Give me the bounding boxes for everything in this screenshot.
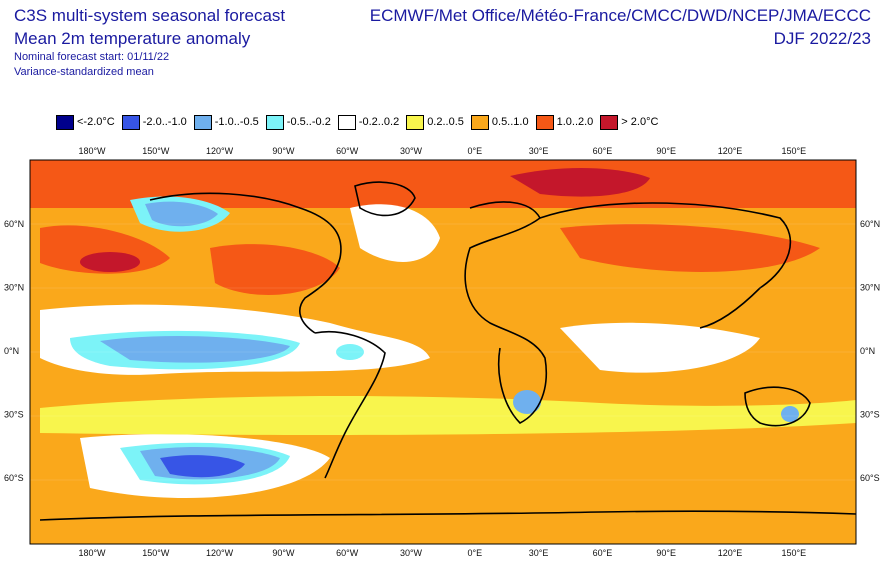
legend-label: -2.0..-1.0 (142, 116, 187, 128)
top-lon-label: 180°W (78, 146, 106, 156)
legend-label: 1.0..2.0 (556, 116, 594, 128)
legend-swatch (337, 114, 356, 130)
legend-item: -0.5..-0.2 (265, 114, 331, 130)
left-lat-label: 30°S (4, 410, 24, 420)
map-subtitle: Mean 2m temperature anomaly (14, 29, 251, 48)
map-frame (29, 159, 857, 545)
top-lon-label: 90°E (656, 146, 676, 156)
top-lon-label: 150°W (142, 146, 170, 156)
right-lat-label: 0°N (860, 346, 875, 356)
atlantic-neutral (350, 204, 440, 262)
asia-coast (539, 202, 792, 329)
mean-type-text: Variance-standardized mean (14, 66, 154, 78)
right-lat-label: 60°N (860, 219, 880, 229)
centres-block: ECMWF/Met Office/Météo-France/CMCC/DWD/N… (370, 4, 871, 50)
bottom-lon-label: 120°W (206, 548, 234, 558)
left-lat-label: 60°N (4, 219, 24, 229)
legend-label: 0.5..1.0 (491, 116, 529, 128)
legend-swatch (56, 114, 74, 130)
eq-pacific-cold (100, 335, 290, 363)
legend-swatch (470, 114, 489, 130)
top-lon-label: 150°E (781, 146, 806, 156)
bottom-lon-label: 60°W (336, 548, 359, 558)
legend-label: -1.0..-0.5 (214, 116, 259, 128)
legend-swatch (535, 114, 554, 130)
australia-coast (744, 386, 811, 427)
n-pacific-hot (80, 252, 140, 272)
legend-swatch (121, 114, 140, 130)
color-legend: <-2.0°C -2.0..-1.0 -1.0..-0.5 -0.5..-0.2 -0.… (56, 112, 658, 132)
legend-item: 0.2..0.5 (406, 114, 464, 130)
top-lon-label: 0°E (467, 146, 482, 156)
left-lat-label: 0°N (4, 346, 19, 356)
left-lat-label: 60°S (4, 473, 24, 483)
season-text: DJF 2022/23 (773, 29, 871, 48)
bottom-lon-label: 150°E (781, 548, 806, 558)
legend-item: -2.0..-1.0 (121, 114, 187, 130)
legend-item: > 2.0°C (600, 114, 659, 130)
legend-swatch (406, 114, 425, 130)
anomaly-map: 180°W 180°W 150°W 150°W 120°W 120°W 90°W 90°W 60… (4, 146, 880, 558)
legend-label: 0.2..0.5 (427, 116, 464, 128)
europe-africa-coast (464, 201, 547, 424)
bottom-lon-label: 90°W (272, 548, 295, 558)
left-lat-label: 30°N (4, 283, 24, 293)
top-lon-label: 30°W (400, 146, 423, 156)
legend-item: -1.0..-0.5 (193, 114, 259, 130)
legend-item: -0.2..0.2 (337, 114, 400, 130)
indian-neutral (560, 322, 760, 373)
legend-label: <-2.0°C (77, 116, 115, 128)
north-america-coast (149, 192, 342, 334)
top-lon-label: 60°W (336, 146, 359, 156)
legend-swatch (265, 114, 284, 130)
graticule (30, 223, 856, 481)
legend-swatch (600, 114, 619, 130)
s-america-cold (336, 344, 364, 360)
siberia-hot-region (510, 167, 650, 197)
title-block: C3S multi-system seasonal forecast Mean … (14, 4, 285, 80)
right-lat-label: 60°S (860, 473, 880, 483)
bottom-lon-label: 60°E (593, 548, 613, 558)
s-pacific-very-cold (160, 455, 245, 478)
bottom-lon-label: 120°E (718, 548, 743, 558)
top-lon-label: 120°E (718, 146, 743, 156)
top-lon-label: 90°W (272, 146, 295, 156)
greenland-coast (354, 181, 416, 217)
coastlines (39, 181, 856, 521)
bottom-lon-label: 180°W (78, 548, 106, 558)
legend-item: 1.0..2.0 (535, 114, 594, 130)
legend-item: 0.5..1.0 (470, 114, 529, 130)
bottom-lon-label: 90°E (656, 548, 676, 558)
legend-swatch (193, 114, 212, 130)
bottom-lon-label: 30°E (529, 548, 549, 558)
bottom-lon-label: 0°E (467, 548, 482, 558)
bottom-lon-label: 30°W (400, 548, 423, 558)
south-america-coast (314, 330, 386, 479)
australia-cold (781, 406, 799, 422)
legend-item: <-2.0°C (56, 114, 115, 130)
antarctica-coast (39, 510, 856, 521)
top-lon-label: 30°E (529, 146, 549, 156)
top-lon-label: 120°W (206, 146, 234, 156)
right-lat-label: 30°N (860, 283, 880, 293)
legend-label: -0.2..0.2 (358, 116, 400, 128)
map-title: C3S multi-system seasonal forecast (14, 6, 286, 25)
top-lon-label: 60°E (593, 146, 613, 156)
n-america-warm (210, 244, 340, 295)
right-lat-label: 30°S (860, 410, 880, 420)
bottom-lon-label: 150°W (142, 548, 170, 558)
legend-label: -0.5..-0.2 (286, 116, 331, 128)
eurasia-warm (560, 224, 820, 272)
yellow-south-ocean (40, 396, 856, 435)
centres-text: ECMWF/Met Office/Météo-France/CMCC/DWD/N… (369, 6, 871, 25)
forecast-start-text: Nominal forecast start: 01/11/22 (14, 51, 170, 63)
alaska-cool (145, 201, 218, 227)
legend-label: > 2.0°C (621, 116, 659, 128)
axis-labels: 180°W 180°W 150°W 150°W 120°W 120°W 90°W 90°W 60… (4, 146, 880, 558)
s-africa-cold (513, 390, 541, 414)
